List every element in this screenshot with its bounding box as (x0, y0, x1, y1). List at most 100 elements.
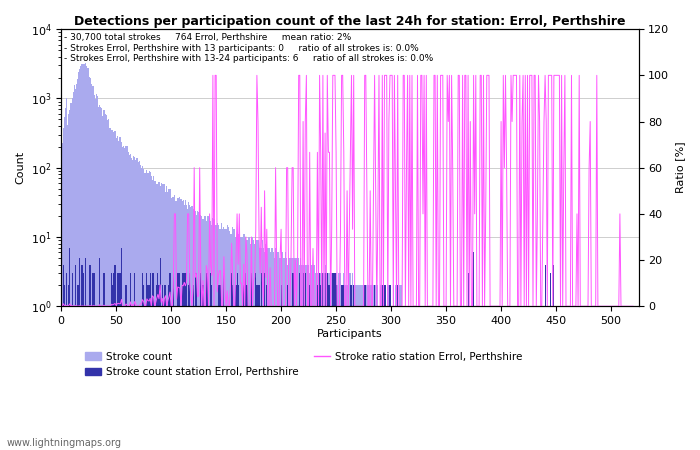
Bar (223, 273, 225, 450)
Bar (421, 306, 422, 450)
Bar (319, 273, 320, 450)
Bar (556, 306, 558, 450)
Bar (169, 273, 171, 450)
Bar (179, 273, 181, 450)
Bar (246, 285, 248, 450)
Bar (212, 306, 214, 450)
Bar (85, 258, 86, 450)
Bar (327, 273, 328, 450)
Bar (119, 137, 120, 450)
Bar (435, 306, 437, 450)
Bar (452, 306, 453, 450)
Bar (535, 306, 536, 450)
Bar (136, 158, 137, 450)
Bar (113, 131, 114, 450)
Bar (499, 306, 500, 450)
Bar (536, 306, 537, 450)
Bar (402, 306, 404, 450)
Stroke ratio station Errol, Perthshire (126, 299, 134, 305)
Bar (66, 273, 67, 450)
Bar (559, 306, 560, 450)
Bar (473, 306, 474, 450)
Bar (123, 146, 125, 450)
Bar (63, 128, 64, 450)
Bar (90, 78, 91, 450)
Bar (451, 306, 452, 450)
Bar (527, 306, 528, 450)
Bar (443, 306, 444, 450)
Bar (256, 240, 258, 450)
Bar (340, 273, 341, 450)
Bar (514, 306, 516, 450)
X-axis label: Participants: Participants (317, 328, 383, 339)
Bar (168, 285, 169, 450)
Bar (173, 273, 174, 450)
Bar (426, 306, 427, 450)
Bar (118, 273, 119, 450)
Bar (188, 202, 189, 450)
Bar (343, 273, 344, 450)
Bar (545, 306, 547, 450)
Bar (127, 153, 129, 450)
Bar (232, 227, 233, 450)
Bar (113, 273, 114, 450)
Bar (186, 205, 187, 450)
Bar (117, 136, 118, 450)
Bar (328, 285, 329, 450)
Bar (258, 248, 260, 450)
Bar (474, 306, 475, 450)
Bar (220, 285, 221, 450)
Bar (169, 189, 171, 450)
Bar (316, 273, 317, 450)
Bar (189, 205, 190, 450)
Bar (326, 273, 327, 450)
Bar (264, 252, 265, 450)
Bar (175, 306, 176, 450)
Bar (309, 273, 310, 450)
Bar (508, 306, 510, 450)
Bar (350, 285, 351, 450)
Bar (437, 306, 438, 450)
Bar (176, 201, 177, 450)
Bar (518, 306, 519, 450)
Bar (474, 306, 475, 450)
Bar (433, 306, 435, 450)
Bar (506, 306, 507, 450)
Bar (539, 306, 540, 450)
Bar (384, 285, 385, 450)
Bar (290, 306, 291, 450)
Bar (325, 273, 326, 450)
Y-axis label: Count: Count (15, 151, 25, 184)
Bar (374, 285, 375, 450)
Bar (183, 205, 185, 450)
Bar (210, 221, 211, 450)
Bar (485, 306, 486, 450)
Bar (331, 273, 332, 450)
Bar (218, 225, 219, 450)
Bar (99, 258, 100, 450)
Bar (531, 306, 533, 450)
Bar (525, 306, 526, 450)
Bar (481, 306, 482, 450)
Bar (440, 306, 441, 450)
Bar (396, 306, 397, 450)
Bar (152, 180, 153, 450)
Bar (397, 285, 398, 450)
Bar (173, 197, 174, 450)
Bar (286, 306, 287, 450)
Bar (181, 201, 183, 450)
Bar (111, 130, 112, 450)
Bar (497, 306, 498, 450)
Bar (90, 265, 91, 450)
Bar (75, 265, 76, 450)
Text: - 30,700 total strokes     764 Errol, Perthshire     mean ratio: 2%
- Strokes Er: - 30,700 total strokes 764 Errol, Perths… (64, 33, 433, 63)
Bar (318, 273, 319, 450)
Bar (538, 306, 539, 450)
Bar (512, 306, 514, 450)
Bar (276, 252, 277, 450)
Bar (470, 306, 471, 450)
Bar (97, 96, 98, 450)
Bar (482, 306, 483, 450)
Bar (382, 285, 383, 450)
Bar (263, 248, 264, 450)
